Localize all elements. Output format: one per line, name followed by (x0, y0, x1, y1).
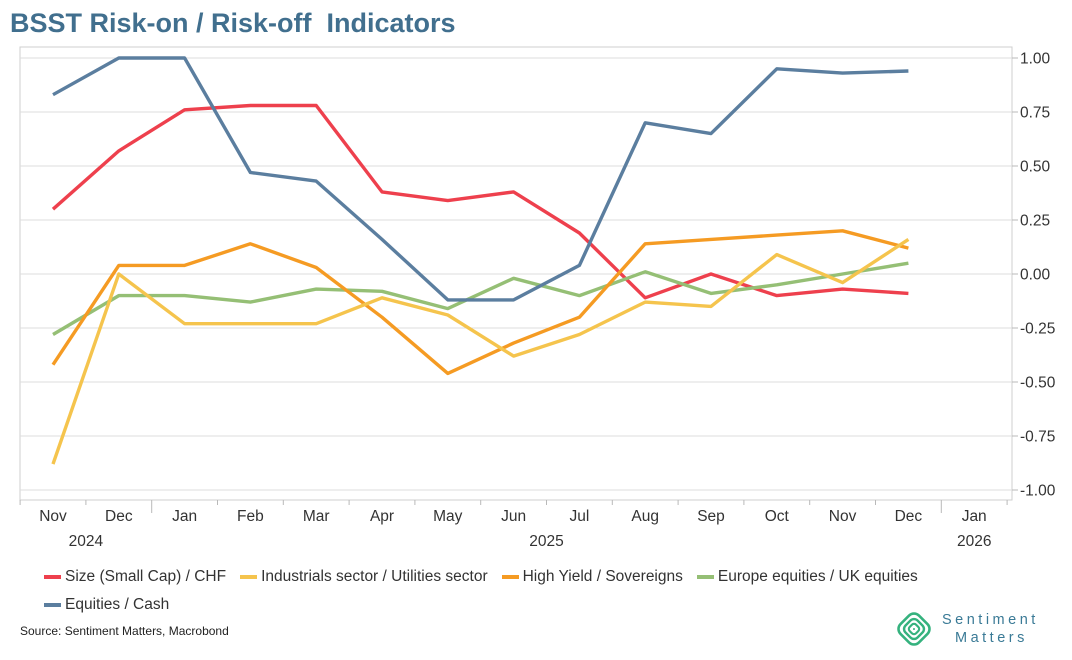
x-year-label: 2026 (957, 533, 991, 550)
legend-swatch-2 (501, 575, 519, 579)
y-tick-label: 1.00 (1020, 51, 1051, 68)
source-note: Source: Sentiment Matters, Macrobond (20, 624, 229, 638)
diamond-logo-icon (897, 612, 931, 646)
legend-label-2: High Yield / Sovereigns (522, 568, 683, 585)
legend-item-3: Europe equities / UK equities (696, 563, 918, 591)
page-title: BSST Risk-on / Risk-off Indicators (10, 8, 456, 38)
x-month-label: Jan (172, 508, 197, 525)
legend-item-4: Equities / Cash (44, 591, 169, 619)
logo-line-1: Sentiment (942, 612, 1039, 628)
y-tick-label: 0.75 (1020, 105, 1050, 122)
x-month-label: Aug (631, 508, 659, 525)
x-year-label: 2025 (529, 533, 563, 550)
legend-label-0: Size (Small Cap) / CHF (65, 568, 227, 585)
x-month-label: Nov (39, 508, 67, 525)
x-month-label: Jul (569, 508, 589, 525)
series-line-4 (52, 56, 909, 302)
legend-item-0: Size (Small Cap) / CHF (44, 563, 226, 591)
chart-legend: Size (Small Cap) / CHF Industrials sector… (44, 563, 1034, 619)
x-month-label: Dec (105, 508, 133, 525)
legend-label-1: Industrials sector / Utilities sector (261, 568, 488, 585)
y-tick-label: 0.25 (1020, 213, 1050, 230)
y-tick-label: 0.00 (1020, 267, 1051, 284)
legend-swatch-4 (44, 603, 61, 607)
x-month-label: Sep (697, 508, 725, 525)
legend-swatch-0 (44, 575, 61, 579)
x-month-label: May (433, 508, 463, 525)
y-tick-label: -0.50 (1020, 375, 1056, 392)
y-tick-label: 0.50 (1020, 159, 1051, 176)
x-month-label: Dec (895, 508, 923, 525)
sentiment-matters-logo: Sentiment Matters (894, 608, 1039, 650)
series-line-3 (52, 261, 909, 336)
series-line-1 (51, 237, 910, 465)
x-month-label: Jun (501, 508, 526, 525)
logo-line-2: Matters (955, 630, 1028, 646)
legend-swatch-1 (240, 575, 258, 579)
x-month-label: Jan (962, 508, 987, 525)
x-month-label: Nov (829, 508, 857, 525)
legend-label-4: Equities / Cash (65, 596, 170, 613)
y-tick-label: -0.25 (1020, 321, 1055, 338)
y-tick-label: -1.00 (1020, 483, 1056, 500)
legend-label-3: Europe equities / UK equities (717, 568, 918, 585)
legend-swatch-3 (696, 575, 714, 579)
x-month-label: Oct (765, 508, 790, 525)
x-month-label: Mar (303, 508, 330, 525)
logo-wordmark: Sentiment Matters (942, 611, 1039, 647)
legend-item-2: High Yield / Sovereigns (501, 563, 683, 591)
x-month-label: Feb (237, 508, 264, 525)
series-line-0 (51, 103, 909, 300)
x-month-label: Apr (370, 508, 394, 525)
series-line-2 (51, 229, 909, 376)
legend-item-1: Industrials sector / Utilities sector (240, 563, 488, 591)
y-tick-label: -0.75 (1020, 429, 1055, 446)
x-year-label: 2024 (69, 533, 104, 550)
